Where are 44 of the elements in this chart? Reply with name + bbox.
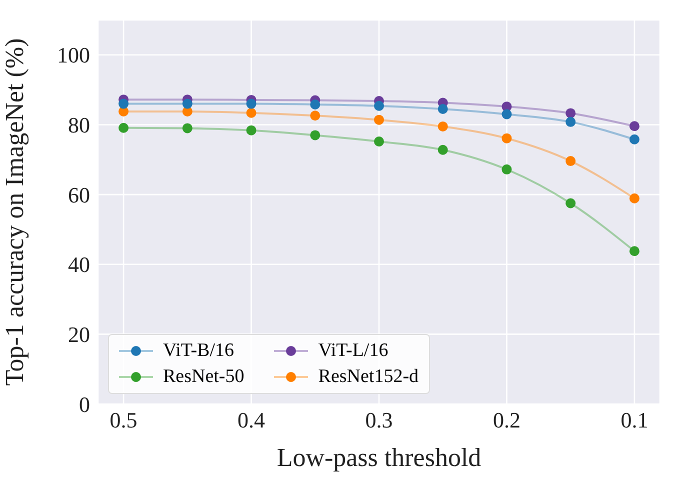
legend-label: ResNet-50 xyxy=(163,366,244,388)
point xyxy=(566,156,576,166)
point xyxy=(502,164,512,174)
point xyxy=(374,136,384,146)
point xyxy=(182,98,192,109)
point xyxy=(629,193,640,204)
point xyxy=(438,104,448,114)
legend-label: ViT-B/16 xyxy=(163,340,234,362)
y-tick-label: 80 xyxy=(68,112,90,138)
point xyxy=(246,98,256,109)
y-tick-label: 60 xyxy=(68,182,90,208)
x-tick-label: 0.3 xyxy=(365,408,393,433)
point xyxy=(502,133,512,144)
y-axis-title: Top-1 accuracy on ImageNet (%) xyxy=(0,38,30,386)
point xyxy=(566,116,576,127)
point xyxy=(374,100,384,111)
point xyxy=(629,134,640,144)
point xyxy=(310,99,320,110)
x-tick-label: 0.2 xyxy=(492,408,520,433)
point xyxy=(246,108,256,118)
x-tick-label: 0.1 xyxy=(620,408,648,433)
point xyxy=(566,198,576,208)
x-tick-label: 0.5 xyxy=(110,408,138,433)
point xyxy=(310,130,320,140)
point xyxy=(629,121,640,132)
point xyxy=(502,109,512,120)
point xyxy=(566,108,576,118)
x-axis-title: Low-pass threshold xyxy=(276,443,482,472)
legend-label: ViT-L/16 xyxy=(318,340,388,362)
point xyxy=(310,110,320,121)
y-tick-label: 0 xyxy=(79,392,90,417)
point xyxy=(438,121,448,132)
point xyxy=(118,122,129,133)
point xyxy=(246,125,256,136)
point xyxy=(629,246,640,256)
y-tick-label: 100 xyxy=(57,42,90,68)
x-tick-label: 0.4 xyxy=(238,408,266,433)
y-tick-label: 40 xyxy=(68,252,90,278)
point xyxy=(118,98,129,109)
point xyxy=(438,144,448,155)
y-tick-label: 20 xyxy=(68,322,90,347)
point xyxy=(182,123,192,134)
legend-label: ResNet152-d xyxy=(318,366,419,388)
point xyxy=(374,114,384,125)
